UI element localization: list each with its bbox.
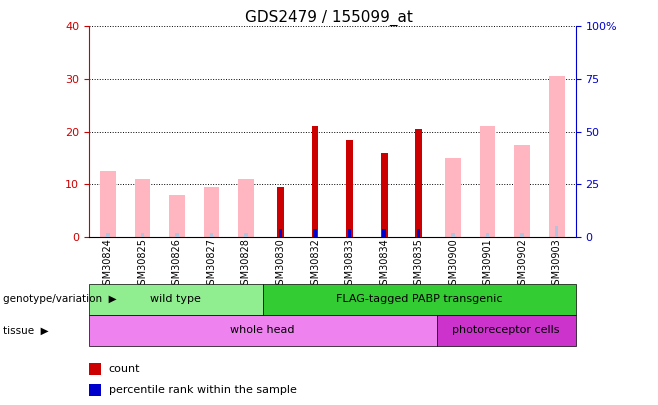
Text: FLAG-tagged PABP transgenic: FLAG-tagged PABP transgenic (336, 294, 503, 304)
Text: genotype/variation  ▶: genotype/variation ▶ (3, 294, 117, 304)
Bar (382, 229, 386, 237)
Bar (480, 126, 495, 237)
Bar (451, 233, 455, 237)
Bar (415, 129, 422, 237)
Bar (106, 233, 109, 237)
Bar (445, 158, 461, 237)
Bar (486, 233, 490, 237)
Bar (210, 233, 213, 237)
Bar (520, 233, 524, 237)
Bar (486, 233, 490, 237)
Bar (175, 233, 178, 237)
Bar (279, 229, 282, 237)
Text: percentile rank within the sample: percentile rank within the sample (109, 385, 297, 395)
Bar (210, 233, 213, 237)
Bar (277, 187, 284, 237)
Bar (100, 171, 116, 237)
Bar (346, 140, 353, 237)
Bar (106, 233, 109, 237)
Bar (312, 126, 318, 237)
Bar (238, 179, 254, 237)
Bar (169, 195, 185, 237)
Bar (204, 187, 219, 237)
Text: count: count (109, 364, 140, 374)
Bar (141, 233, 144, 237)
Bar (175, 233, 178, 237)
Bar (244, 233, 247, 237)
Bar (348, 229, 351, 237)
Bar (555, 226, 559, 237)
Bar (515, 145, 530, 237)
Bar (135, 179, 150, 237)
Bar (520, 233, 524, 237)
Text: whole head: whole head (230, 325, 295, 335)
Bar (141, 233, 144, 237)
Text: GDS2479 / 155099_at: GDS2479 / 155099_at (245, 10, 413, 26)
Text: wild type: wild type (150, 294, 201, 304)
Text: tissue  ▶: tissue ▶ (3, 325, 49, 335)
Bar (451, 233, 455, 237)
Bar (244, 233, 247, 237)
Bar (555, 233, 559, 237)
Bar (549, 76, 565, 237)
Text: photoreceptor cells: photoreceptor cells (453, 325, 560, 335)
Bar (380, 153, 388, 237)
Bar (417, 229, 420, 237)
Bar (313, 229, 316, 237)
